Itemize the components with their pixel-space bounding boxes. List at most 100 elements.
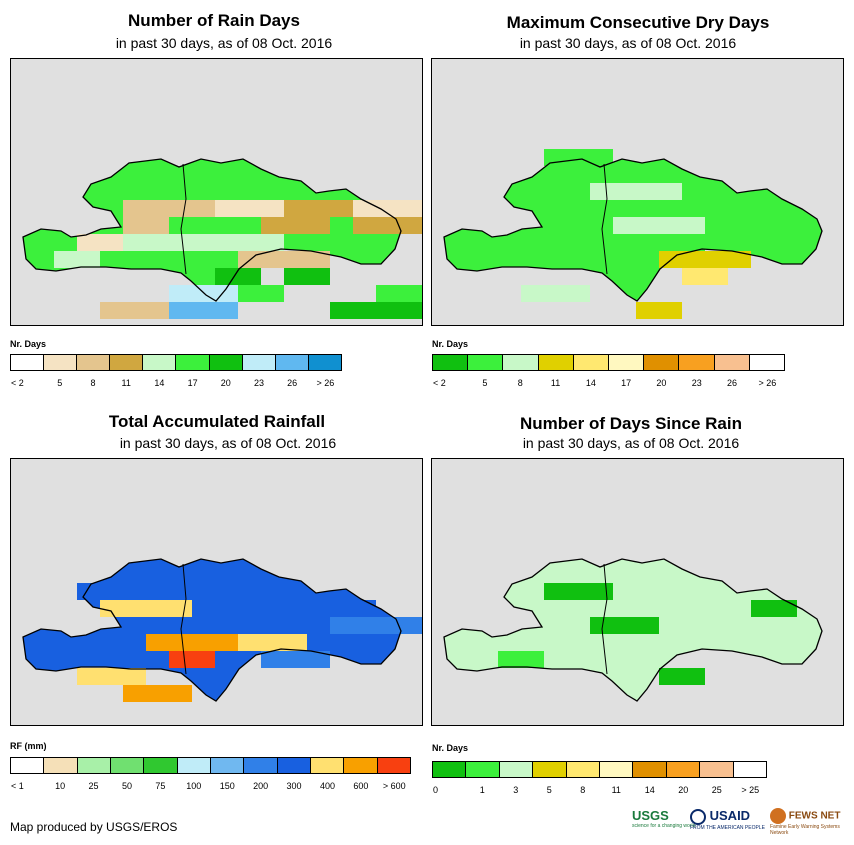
days-since-rain-legend-title: Nr. Days xyxy=(432,743,469,753)
grid-cell xyxy=(353,217,376,234)
grid-cell xyxy=(751,600,774,617)
legend-label: 3 xyxy=(513,785,519,795)
legend-label: 50 xyxy=(121,781,132,791)
legend-swatch xyxy=(143,355,177,370)
legend-label: 150 xyxy=(219,781,235,791)
legend-swatch xyxy=(110,355,144,370)
legend-label: 14 xyxy=(585,378,596,388)
legend-label: 14 xyxy=(644,785,655,795)
grid-cell xyxy=(307,217,330,234)
grid-cell xyxy=(284,268,307,285)
legend-swatch xyxy=(144,758,178,773)
grid-cell xyxy=(376,200,399,217)
legend-swatch xyxy=(503,355,539,370)
days-since-rain-subtitle: in past 30 days, as of 08 Oct. 2016 xyxy=(522,435,740,451)
dry-days-map-svg xyxy=(443,149,823,319)
legend-swatch xyxy=(77,758,111,773)
grid-cell xyxy=(261,200,284,217)
grid-cell xyxy=(353,617,376,634)
grid-cell xyxy=(682,668,705,685)
legend-swatch xyxy=(714,355,750,370)
legend-swatch xyxy=(275,355,309,370)
legend-swatch xyxy=(308,355,341,370)
rain-days-legend-labels: < 2 5 8 11 14 17 20 23 26 > 26 xyxy=(10,378,342,390)
grid-cell xyxy=(659,234,682,251)
grid-cell xyxy=(261,634,284,651)
usgs-logo: USGS science for a changing world xyxy=(632,808,695,829)
legend-label: 26 xyxy=(727,378,738,388)
grid-cell xyxy=(169,685,192,702)
legend-label: 400 xyxy=(319,781,335,791)
legend-label: 14 xyxy=(154,378,165,388)
grid-cell xyxy=(682,251,705,268)
grid-cell xyxy=(238,200,261,217)
grid-cell xyxy=(123,668,146,685)
legend-swatch xyxy=(77,355,111,370)
legend-swatch xyxy=(533,762,567,777)
grid-cell xyxy=(659,251,682,268)
grid-cell xyxy=(284,600,307,617)
country-border xyxy=(180,563,187,675)
grid-cell xyxy=(636,200,659,217)
grid-cell xyxy=(613,183,636,200)
rain-days-map xyxy=(10,58,423,326)
legend-label: 600 xyxy=(353,781,369,791)
rain-days-title: Number of Rain Days xyxy=(128,11,300,30)
grid-cell xyxy=(636,217,659,234)
grid-cell xyxy=(192,617,215,634)
rainfall-title: Total Accumulated Rainfall xyxy=(108,412,326,431)
grid-cell xyxy=(169,302,192,319)
grid-cell xyxy=(613,166,636,183)
grid-cell xyxy=(567,166,590,183)
grid-cell xyxy=(123,583,146,600)
legend-swatch xyxy=(210,758,245,773)
rainfall-map xyxy=(10,458,423,726)
legend-swatch xyxy=(344,758,378,773)
grid-cell xyxy=(705,268,728,285)
grid-cell xyxy=(100,234,123,251)
legend-label: < 2 xyxy=(11,378,24,388)
rain-days-legend xyxy=(10,354,342,371)
grid-cell xyxy=(353,600,376,617)
grid-cell xyxy=(54,251,77,268)
grid-cell xyxy=(261,234,284,251)
grid-cell xyxy=(100,583,123,600)
grid-cell xyxy=(376,285,399,302)
legend-label: > 26 xyxy=(758,378,777,388)
grid-cell xyxy=(330,200,353,217)
legend-swatch xyxy=(468,355,504,370)
grid-cell xyxy=(636,302,659,319)
legend-label: 300 xyxy=(286,781,302,791)
grid-cell xyxy=(192,200,215,217)
legend-label: > 26 xyxy=(316,378,335,388)
grid-cell xyxy=(169,634,192,651)
grid-cell xyxy=(636,183,659,200)
grid-cell xyxy=(261,251,284,268)
grid-cell xyxy=(100,668,123,685)
grid-cell xyxy=(498,651,521,668)
grid-cell xyxy=(307,600,330,617)
country-border xyxy=(601,563,608,675)
grid-cell xyxy=(659,217,682,234)
legend-swatch xyxy=(573,355,610,370)
grid-cell xyxy=(399,217,422,234)
legend-swatch xyxy=(244,758,278,773)
legend-label: 10 xyxy=(55,781,66,791)
legend-label: 5 xyxy=(482,378,488,388)
grid-cell xyxy=(330,617,353,634)
legend-label: 200 xyxy=(253,781,269,791)
grid-cell xyxy=(146,634,169,651)
grid-cell xyxy=(123,302,146,319)
legend-swatch xyxy=(700,762,734,777)
fews-net-globe-icon xyxy=(770,808,786,824)
legend-swatch xyxy=(644,355,680,370)
grid-cell xyxy=(613,617,636,634)
usgs-tagline: science for a changing world xyxy=(632,823,696,829)
grid-cell xyxy=(399,302,422,319)
grid-cell xyxy=(77,251,100,268)
grid-cell xyxy=(261,600,284,617)
grid-cell xyxy=(307,268,330,285)
grid-cell xyxy=(215,200,238,217)
legend-label: 11 xyxy=(121,378,131,388)
grid-cell xyxy=(146,600,169,617)
